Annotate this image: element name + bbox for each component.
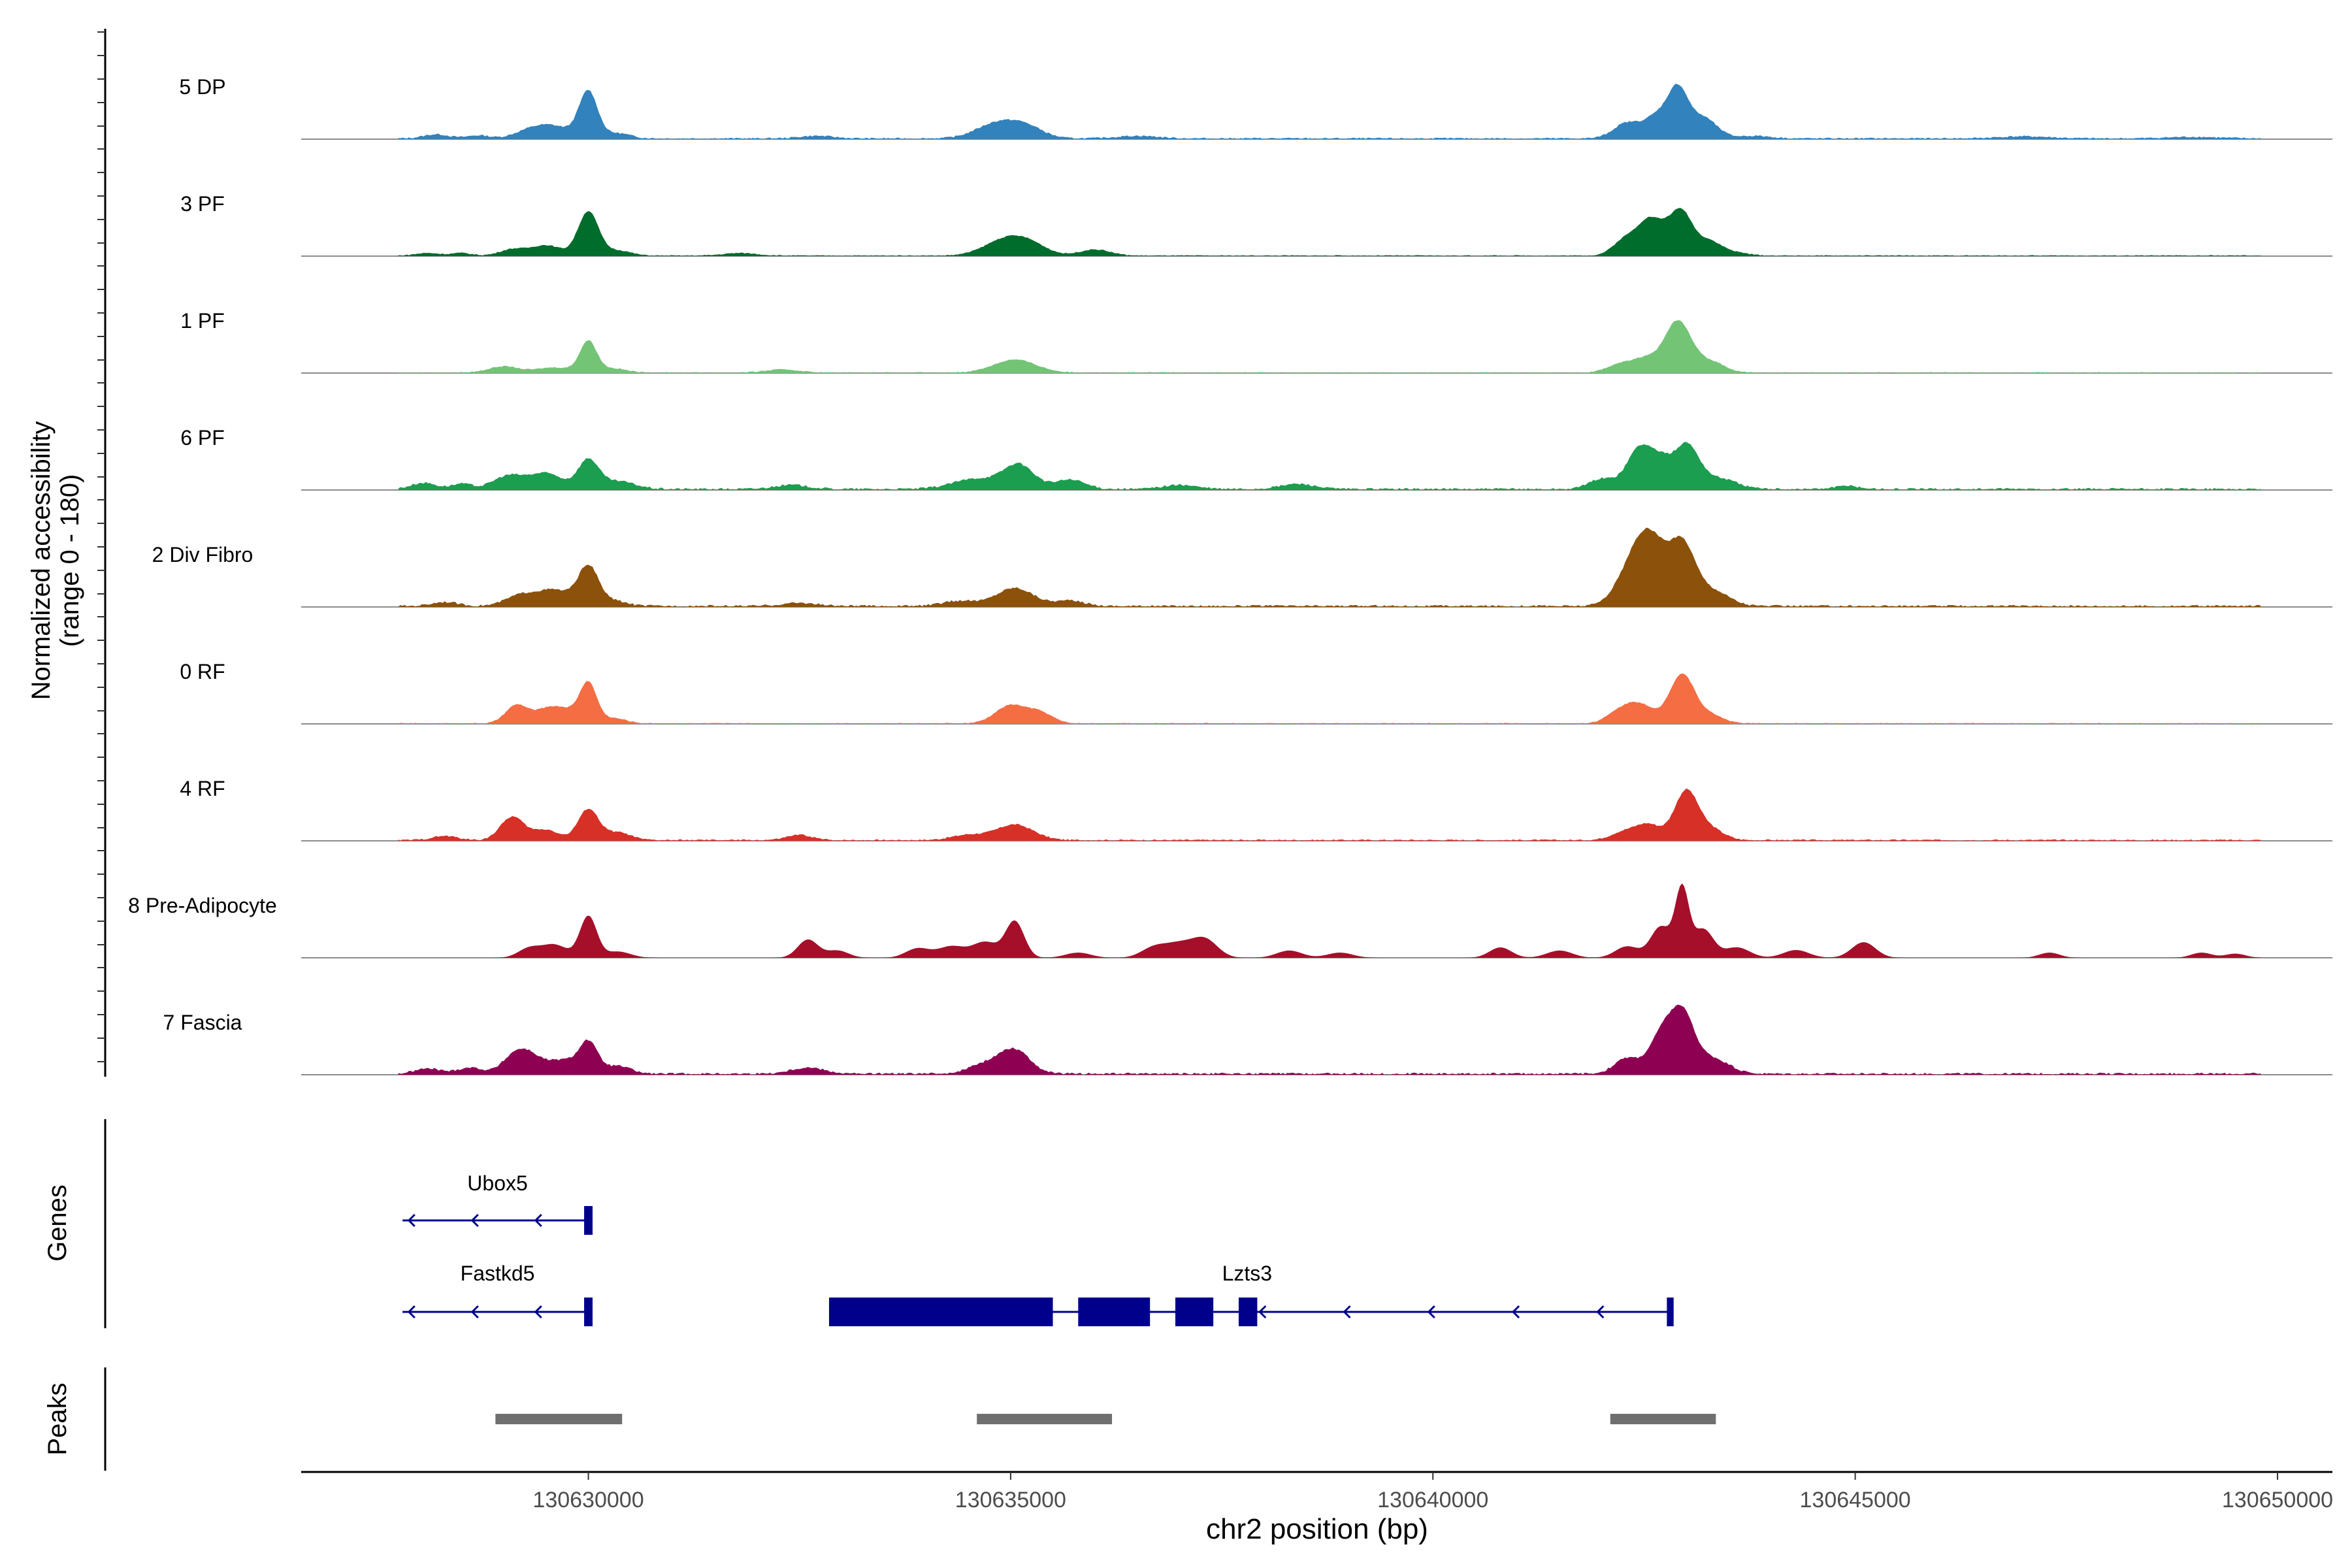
track-1: 5 DP bbox=[179, 75, 2332, 140]
accessibility-area bbox=[398, 673, 2261, 724]
strand-arrow bbox=[1343, 1305, 1351, 1319]
gene-fastkd5: Fastkd5 bbox=[402, 1262, 593, 1326]
x-tick-label: 130635000 bbox=[955, 1488, 1066, 1512]
strand-arrow bbox=[1596, 1305, 1605, 1319]
track-2: 3 PF bbox=[180, 192, 2332, 257]
track-7: 4 RF bbox=[180, 777, 2332, 841]
track-6: 0 RF bbox=[180, 660, 2332, 725]
strand-arrow bbox=[534, 1305, 542, 1319]
track-label: 6 PF bbox=[180, 426, 225, 449]
track-label: 0 RF bbox=[180, 660, 225, 683]
track-3: 1 PF bbox=[180, 309, 2332, 374]
x-tick-label: 130650000 bbox=[2222, 1488, 2333, 1512]
track-label: 7 Fascia bbox=[163, 1011, 242, 1034]
accessibility-area bbox=[398, 788, 2261, 841]
strand-arrow bbox=[407, 1213, 416, 1228]
accessibility-area bbox=[398, 208, 2261, 256]
gene-exon bbox=[1238, 1298, 1258, 1326]
y-axis-label-line2: (range 0 - 180) bbox=[56, 474, 84, 647]
track-label: 2 Div Fibro bbox=[152, 543, 253, 566]
strand-arrow bbox=[470, 1213, 479, 1228]
accessibility-area bbox=[398, 527, 2261, 607]
y-axis-label-line1: Normalized accessibility bbox=[27, 421, 56, 700]
peaks-track-label: Peaks bbox=[43, 1382, 72, 1455]
peak-region bbox=[1610, 1414, 1716, 1424]
gene-annotation-track: Genes Ubox5 Fastkd5 Lzts3 bbox=[43, 1119, 1674, 1328]
gene-exon bbox=[1078, 1298, 1151, 1326]
accessibility-area bbox=[398, 84, 2261, 139]
track-label: 8 Pre-Adipocyte bbox=[128, 894, 277, 917]
peak-region bbox=[495, 1414, 623, 1424]
x-tick-label: 130640000 bbox=[1377, 1488, 1488, 1512]
accessibility-area bbox=[398, 883, 2261, 958]
accessibility-area bbox=[398, 320, 2261, 373]
track-9: 7 Fascia bbox=[163, 1004, 2332, 1075]
strand-arrow bbox=[1511, 1305, 1520, 1319]
gene-lzts3: Lzts3 bbox=[828, 1262, 1674, 1326]
gene-exon bbox=[1175, 1298, 1214, 1326]
accessibility-area bbox=[398, 1004, 2261, 1075]
gene-label: Ubox5 bbox=[467, 1171, 528, 1195]
accessibility-area bbox=[398, 442, 2261, 490]
strand-arrow bbox=[470, 1305, 479, 1319]
track-4: 6 PF bbox=[180, 426, 2332, 491]
gene-label: Fastkd5 bbox=[461, 1262, 535, 1285]
track-label: 5 DP bbox=[179, 75, 225, 99]
gene-exon bbox=[584, 1206, 593, 1235]
gene-exon bbox=[584, 1298, 593, 1326]
coverage-tracks: 5 DP 3 PF 1 PF 6 PF 2 Div Fibro 0 RF 4 RF 8 Pre… bbox=[128, 75, 2332, 1075]
strand-arrow bbox=[534, 1213, 542, 1228]
x-tick-label: 130630000 bbox=[532, 1488, 644, 1512]
x-tick-label: 130645000 bbox=[1800, 1488, 1911, 1512]
gene-ubox5: Ubox5 bbox=[402, 1171, 593, 1235]
track-label: 3 PF bbox=[180, 192, 225, 216]
x-axis-label: chr2 position (bp) bbox=[1206, 1513, 1428, 1545]
strand-arrow bbox=[1258, 1305, 1267, 1319]
gene-exon bbox=[828, 1298, 1053, 1326]
track-8: 8 Pre-Adipocyte bbox=[128, 883, 2332, 958]
peaks-track: Peaks bbox=[43, 1367, 1716, 1471]
strand-arrow bbox=[1427, 1305, 1435, 1319]
y-axis bbox=[97, 29, 106, 1077]
gene-label: Lzts3 bbox=[1222, 1262, 1272, 1285]
strand-arrow bbox=[407, 1305, 416, 1319]
track-label: 4 RF bbox=[180, 777, 225, 800]
gene-exon bbox=[1667, 1298, 1674, 1326]
peak-region bbox=[977, 1414, 1113, 1424]
x-axis: 130630000 130635000 130640000 130645000 1306… bbox=[301, 1471, 2333, 1512]
track-5: 2 Div Fibro bbox=[152, 527, 2332, 608]
track-label: 1 PF bbox=[180, 309, 225, 333]
genes-track-label: Genes bbox=[43, 1184, 72, 1262]
